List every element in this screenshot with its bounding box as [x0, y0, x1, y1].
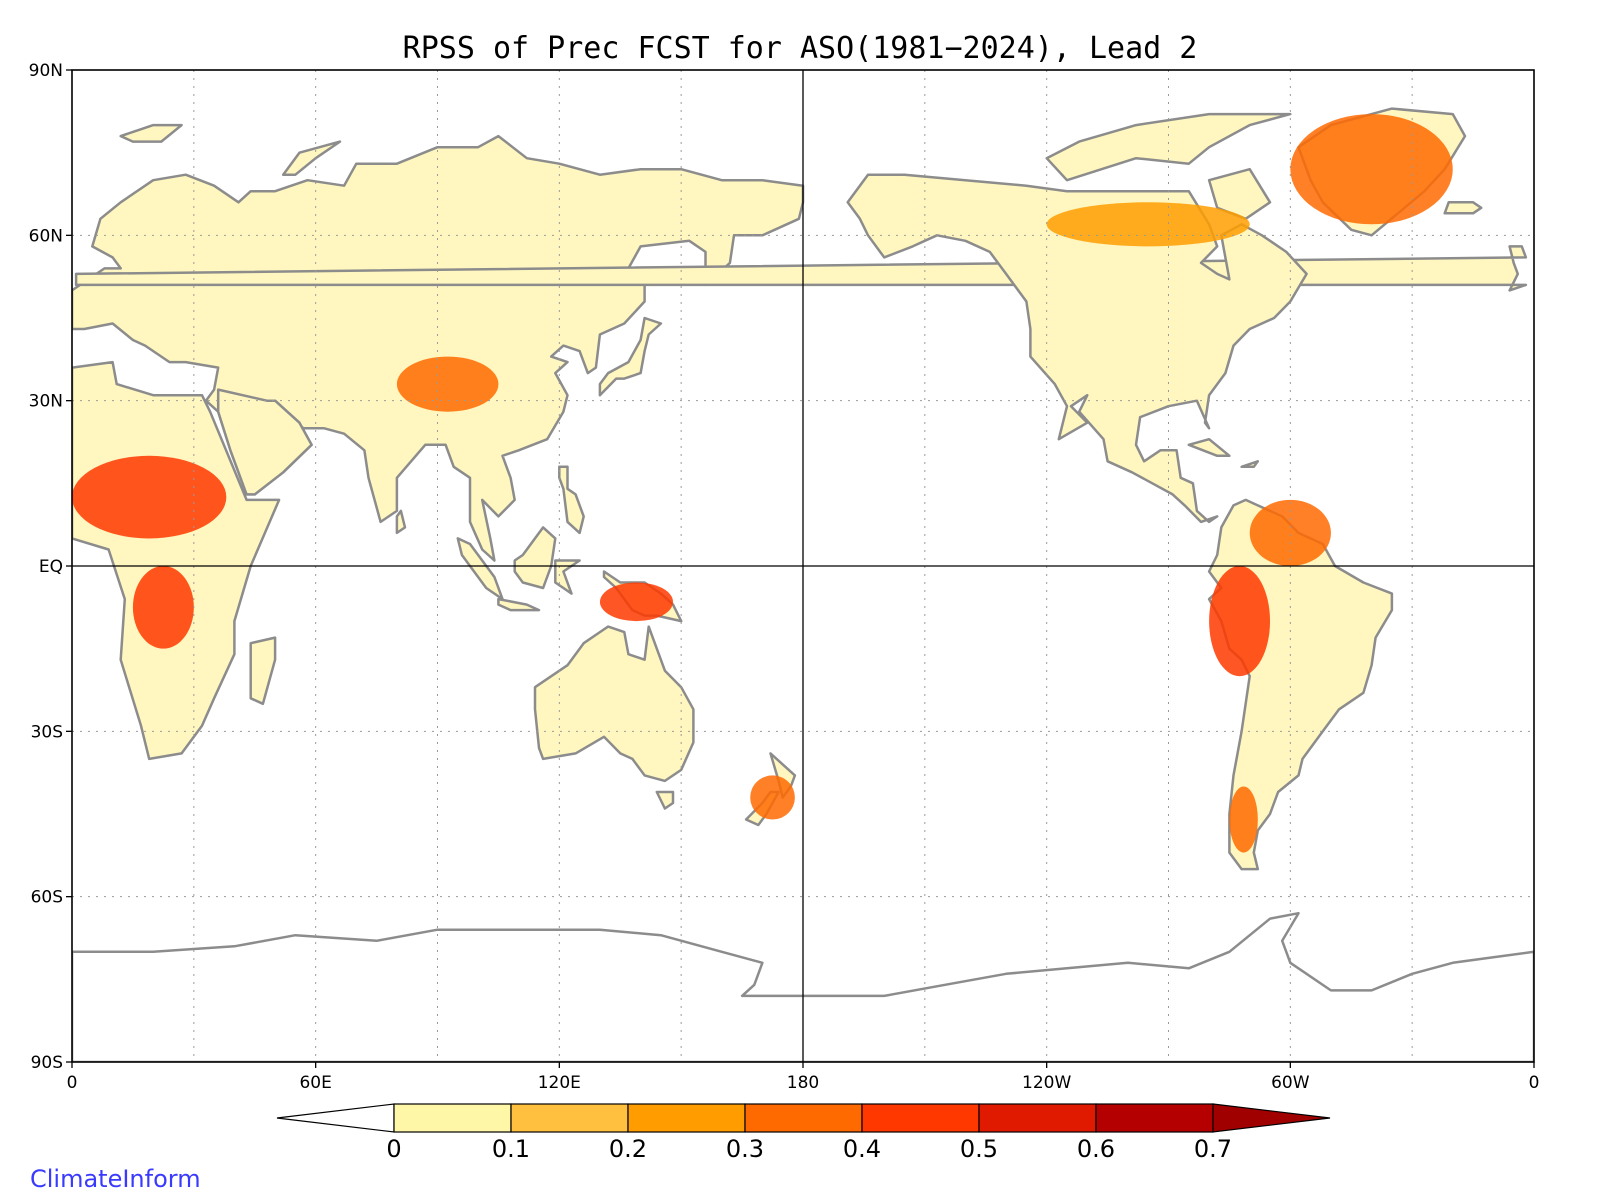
skill-region-new-guinea — [599, 582, 674, 622]
skill-region-central-africa — [132, 566, 194, 649]
colorbar-label: 0.1 — [492, 1135, 530, 1163]
landmass-svalbard — [119, 123, 183, 143]
colorbar-swatch — [510, 1103, 629, 1133]
landmass-hispaniola — [1240, 460, 1260, 469]
skill-region-northern-south-america — [1249, 499, 1331, 566]
lon-tick-label: 60E — [299, 1073, 331, 1093]
colorbar: 0 0.1 0.2 0.3 0.4 0.5 0.6 0.7 — [276, 1103, 1331, 1163]
lon-tick-label: 120W — [1022, 1073, 1071, 1093]
colorbar-swatch — [861, 1103, 980, 1133]
colorbar-label: 0 — [386, 1135, 401, 1163]
lat-tick-label: EQ — [39, 557, 63, 577]
latitude-axis: 90N 60N 30N EQ 30S 60S 90S — [29, 61, 72, 1073]
landmass-japan — [598, 316, 663, 397]
lon-tick-label: 180 — [787, 1073, 819, 1093]
landmass-australia — [533, 625, 695, 783]
landmass-north-america — [846, 173, 1308, 524]
skill-region-southern-chile — [1229, 786, 1258, 853]
lat-tick-label: 90S — [31, 1053, 63, 1073]
lat-tick-label: 30S — [31, 722, 63, 742]
colorbar-label: 0.5 — [960, 1135, 998, 1163]
landmass-philippines — [558, 465, 585, 535]
colorbar-label: 0.6 — [1077, 1135, 1115, 1163]
lon-tick-label: 0 — [67, 1073, 78, 1093]
colorbar-label: 0.4 — [843, 1135, 881, 1163]
credit-label: ClimateInform — [30, 1165, 201, 1193]
landmass-sulawesi — [554, 559, 581, 595]
landmass-tasmania — [655, 790, 675, 810]
colorbar-swatch — [1095, 1103, 1214, 1133]
colorbar-swatch — [744, 1103, 863, 1133]
lat-tick-label: 90N — [29, 61, 63, 81]
colorbar-label: 0.3 — [726, 1135, 764, 1163]
skill-region-new-zealand — [750, 775, 795, 820]
skill-region-tibetan-plateau — [396, 356, 499, 412]
landmass-novaya-zemlya — [281, 140, 342, 176]
landmass-baffin — [1207, 167, 1272, 221]
landmass-iceland — [1443, 201, 1483, 215]
landmass-madagascar — [249, 636, 277, 706]
lat-tick-label: 60N — [29, 226, 63, 246]
colorbar-extend-high — [1212, 1103, 1331, 1133]
skill-region-canada-north — [1046, 202, 1250, 247]
longitude-axis: 0 60E 120E 180 120W 60W 0 — [67, 1062, 1540, 1093]
skill-region-andes-peru — [1209, 566, 1271, 677]
landmass-sri-lanka — [395, 509, 407, 535]
lat-tick-label: 60S — [31, 888, 63, 908]
colorbar-swatch — [978, 1103, 1097, 1133]
colorbar-extend-low — [276, 1103, 395, 1133]
landmass-arabia-fill — [216, 388, 313, 496]
colorbar-swatch — [393, 1103, 512, 1133]
skill-shading-layer — [72, 114, 1453, 853]
colorbar-swatch — [627, 1103, 746, 1133]
lon-tick-label: 0 — [1529, 1073, 1540, 1093]
map-plot-area — [72, 70, 1534, 1062]
landmass-java — [497, 597, 541, 612]
colorbar-label: 0.2 — [609, 1135, 647, 1163]
skill-region-greenland — [1290, 114, 1453, 225]
lat-tick-label: 30N — [29, 392, 63, 412]
colorbar-label: 0.7 — [1194, 1135, 1232, 1163]
landmass-cuba — [1187, 437, 1231, 458]
lon-tick-label: 120E — [538, 1073, 581, 1093]
map-title: RPSS of Prec FCST for ASO(1981−2024), Le… — [403, 31, 1198, 66]
lon-tick-label: 60W — [1271, 1073, 1310, 1093]
skill-region-west-africa-sahel — [72, 455, 227, 539]
landmass-canada-arctic — [1045, 112, 1292, 182]
